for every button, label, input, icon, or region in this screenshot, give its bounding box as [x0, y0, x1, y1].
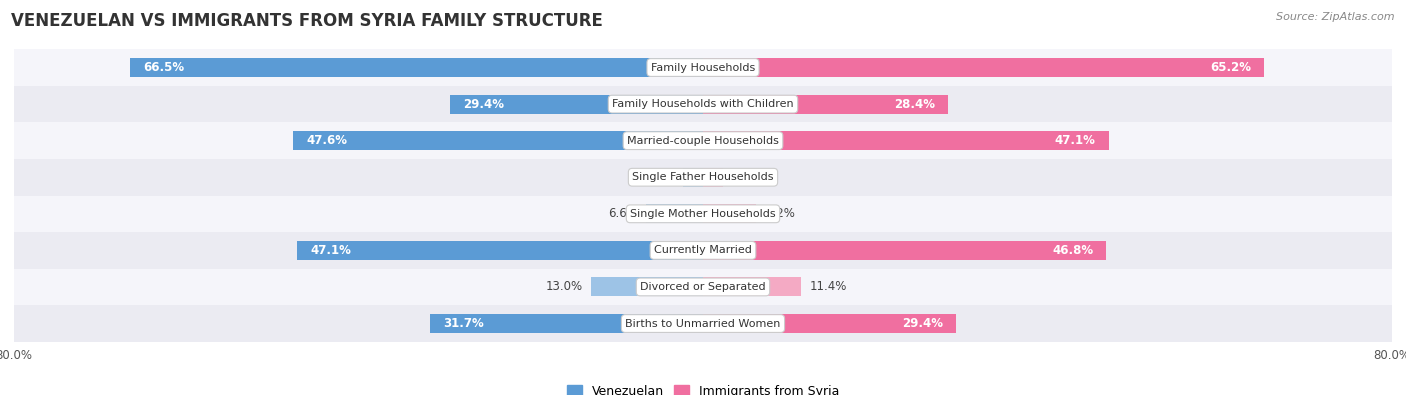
- Bar: [703, 131, 1108, 150]
- Bar: [703, 58, 1264, 77]
- Bar: [703, 204, 756, 223]
- Bar: [14, 86, 1392, 122]
- Text: 66.5%: 66.5%: [143, 61, 184, 74]
- Text: 29.4%: 29.4%: [903, 317, 943, 330]
- Text: 47.6%: 47.6%: [307, 134, 347, 147]
- Bar: [703, 241, 1107, 260]
- Text: Family Households: Family Households: [651, 62, 755, 73]
- Bar: [14, 196, 1392, 232]
- Bar: [703, 94, 948, 114]
- Text: 2.3%: 2.3%: [731, 171, 761, 184]
- Text: Single Father Households: Single Father Households: [633, 172, 773, 182]
- Text: Single Mother Households: Single Mother Households: [630, 209, 776, 219]
- Legend: Venezuelan, Immigrants from Syria: Venezuelan, Immigrants from Syria: [562, 380, 844, 395]
- Text: 11.4%: 11.4%: [810, 280, 848, 293]
- Bar: [703, 277, 801, 297]
- Bar: [683, 168, 703, 187]
- Text: 29.4%: 29.4%: [463, 98, 503, 111]
- Bar: [14, 269, 1392, 305]
- Bar: [14, 49, 1392, 86]
- Bar: [450, 94, 703, 114]
- Text: Births to Unmarried Women: Births to Unmarried Women: [626, 318, 780, 329]
- Bar: [703, 168, 723, 187]
- Bar: [298, 241, 703, 260]
- Bar: [14, 305, 1392, 342]
- Bar: [430, 314, 703, 333]
- Text: 6.2%: 6.2%: [765, 207, 794, 220]
- Text: 13.0%: 13.0%: [546, 280, 582, 293]
- Bar: [292, 131, 703, 150]
- Text: 2.3%: 2.3%: [645, 171, 675, 184]
- Text: 47.1%: 47.1%: [1054, 134, 1095, 147]
- Text: Divorced or Separated: Divorced or Separated: [640, 282, 766, 292]
- Bar: [14, 159, 1392, 196]
- Bar: [14, 122, 1392, 159]
- Bar: [703, 314, 956, 333]
- Text: VENEZUELAN VS IMMIGRANTS FROM SYRIA FAMILY STRUCTURE: VENEZUELAN VS IMMIGRANTS FROM SYRIA FAMI…: [11, 12, 603, 30]
- Text: 65.2%: 65.2%: [1211, 61, 1251, 74]
- Text: 28.4%: 28.4%: [894, 98, 935, 111]
- Text: 6.6%: 6.6%: [607, 207, 637, 220]
- Text: 47.1%: 47.1%: [311, 244, 352, 257]
- Text: Currently Married: Currently Married: [654, 245, 752, 256]
- Bar: [647, 204, 703, 223]
- Text: 31.7%: 31.7%: [443, 317, 484, 330]
- Bar: [591, 277, 703, 297]
- Text: Family Households with Children: Family Households with Children: [612, 99, 794, 109]
- Text: Source: ZipAtlas.com: Source: ZipAtlas.com: [1277, 12, 1395, 22]
- Bar: [14, 232, 1392, 269]
- Text: Married-couple Households: Married-couple Households: [627, 135, 779, 146]
- Text: 46.8%: 46.8%: [1052, 244, 1092, 257]
- Bar: [131, 58, 703, 77]
